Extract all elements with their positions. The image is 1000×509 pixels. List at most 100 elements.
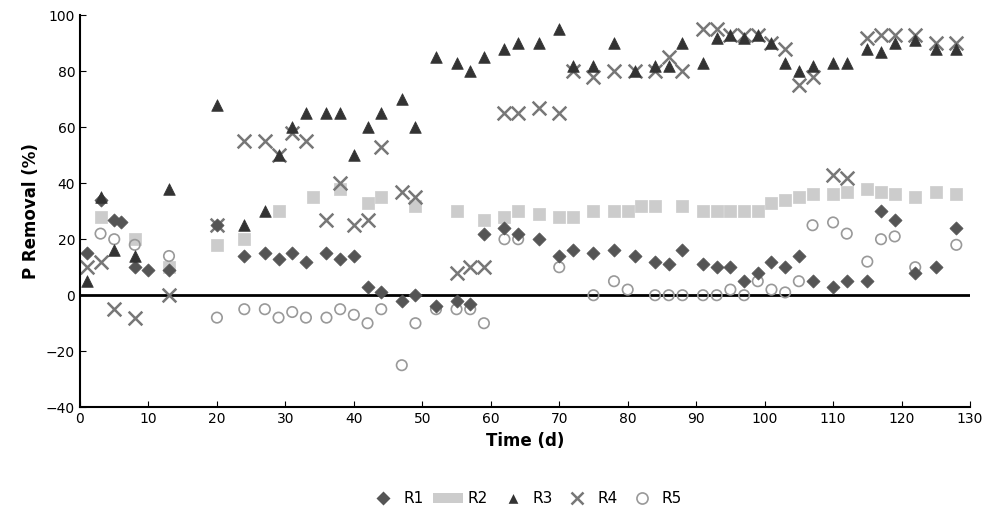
R5 [449,305,465,314]
R2 [928,188,944,196]
R2 [209,241,225,249]
R3 [106,246,122,254]
X-axis label: Time (d): Time (d) [486,432,564,449]
R4 [346,221,362,230]
R3 [722,31,738,39]
R4 [462,263,478,271]
R5 [127,241,143,249]
R4 [298,137,314,146]
R1 [106,216,122,224]
R4 [791,81,807,90]
R1 [140,266,156,274]
R2 [709,207,725,215]
Legend: R1, R2, R3, R4, R5: R1, R2, R3, R4, R5 [362,486,688,509]
R5 [346,310,362,319]
R3 [79,277,95,286]
R3 [709,34,725,42]
R2 [305,193,321,202]
R5 [271,314,287,322]
R5 [551,263,567,271]
R1 [873,207,889,215]
R3 [606,39,622,47]
R1 [661,261,677,269]
R2 [585,207,601,215]
R1 [907,269,923,277]
R5 [209,314,225,322]
R3 [257,207,273,215]
R3 [585,62,601,70]
R5 [161,252,177,260]
R1 [298,258,314,266]
R4 [873,31,889,39]
R1 [360,283,376,291]
R1 [948,224,964,232]
R3 [791,67,807,75]
R2 [859,185,875,193]
R1 [209,221,225,230]
R3 [332,109,348,118]
R1 [695,261,711,269]
R3 [236,221,252,230]
R3 [428,53,444,62]
R4 [928,39,944,47]
R2 [620,207,636,215]
R3 [695,59,711,67]
R4 [360,216,376,224]
R4 [284,129,300,137]
R1 [805,277,821,286]
R5 [620,286,636,294]
R2 [360,199,376,207]
R2 [736,207,752,215]
R1 [346,252,362,260]
R1 [531,235,547,243]
R5 [106,235,122,243]
R3 [510,39,526,47]
R3 [661,62,677,70]
R5 [907,263,923,271]
R4 [839,174,855,182]
R3 [736,34,752,42]
R4 [209,221,225,230]
R3 [346,151,362,159]
R5 [839,230,855,238]
R1 [928,263,944,271]
R2 [907,193,923,202]
R5 [805,221,821,230]
R4 [750,31,766,39]
R2 [551,213,567,221]
R1 [93,196,109,204]
R4 [531,104,547,112]
R5 [887,233,903,241]
R4 [763,39,779,47]
R1 [791,252,807,260]
R5 [585,291,601,299]
R3 [763,39,779,47]
R4 [606,67,622,75]
R1 [284,249,300,258]
R4 [736,31,752,39]
R2 [236,235,252,243]
R1 [257,249,273,258]
R1 [79,249,95,258]
R4 [161,291,177,299]
R4 [551,109,567,118]
R4 [825,171,841,179]
R3 [928,45,944,53]
R4 [585,73,601,81]
R4 [257,137,273,146]
R5 [284,308,300,316]
R4 [106,305,122,314]
R5 [373,305,389,314]
R2 [449,207,465,215]
R2 [887,190,903,199]
R3 [476,53,492,62]
R5 [709,291,725,299]
R4 [510,109,526,118]
R3 [209,101,225,109]
R4 [449,269,465,277]
R5 [257,305,273,314]
R1 [777,263,793,271]
R1 [318,249,334,258]
R3 [394,95,410,103]
R3 [839,59,855,67]
